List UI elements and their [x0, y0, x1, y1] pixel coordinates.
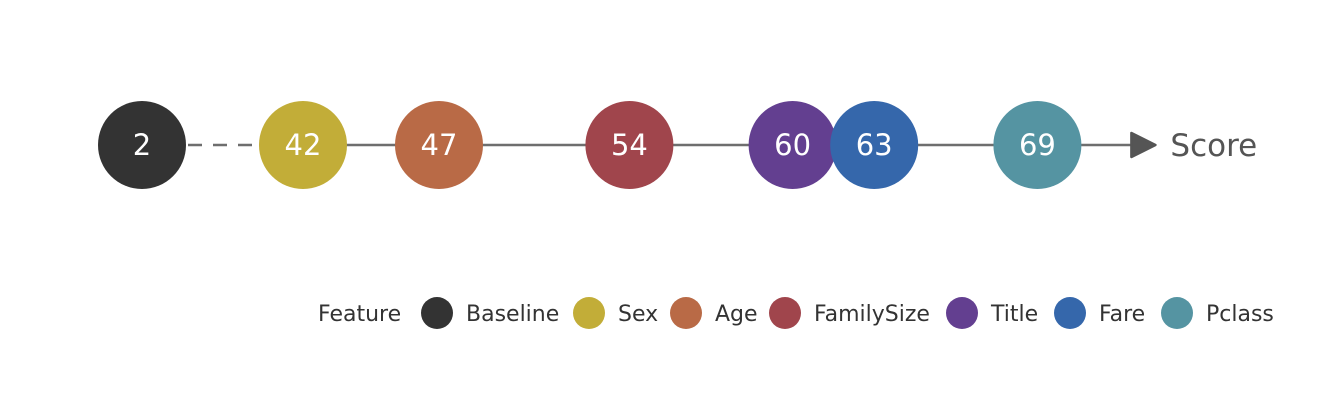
legend-title: Feature	[318, 302, 401, 327]
legend-label-title: Title	[990, 302, 1038, 327]
axis-arrow-icon	[1130, 131, 1157, 159]
axis-label: Score	[1170, 128, 1257, 164]
legend-swatch-sex	[573, 297, 605, 329]
score-node-fare	[830, 101, 919, 189]
legend-label-fare: Fare	[1099, 302, 1145, 327]
legend-swatch-familysize	[769, 297, 801, 329]
legend-label-pclass: Pclass	[1206, 302, 1274, 327]
score-node-label-title: 60	[774, 128, 811, 162]
legend: Feature Baseline Sex Age FamilySize Title Far…	[318, 297, 1274, 329]
score-nodes: 2 42 47 54 60 63 69	[98, 101, 1082, 189]
legend-label-familysize: FamilySize	[814, 302, 930, 327]
score-node-label-fare: 63	[856, 128, 893, 162]
score-node-baseline	[98, 101, 186, 189]
legend-swatch-title	[946, 297, 978, 329]
score-node-pclass	[993, 101, 1082, 189]
score-node-label-baseline: 2	[133, 128, 151, 162]
legend-swatch-baseline	[421, 297, 453, 329]
score-node-label-familysize: 54	[611, 128, 648, 162]
score-node-age	[395, 101, 483, 189]
score-node-label-pclass: 69	[1019, 128, 1056, 162]
score-node-title	[748, 101, 837, 189]
legend-swatch-pclass	[1161, 297, 1193, 329]
legend-label-age: Age	[715, 302, 758, 327]
score-node-label-age: 47	[421, 128, 458, 162]
legend-swatch-fare	[1054, 297, 1086, 329]
score-node-familysize	[585, 101, 674, 189]
legend-label-sex: Sex	[618, 302, 658, 327]
legend-label-baseline: Baseline	[466, 302, 559, 327]
score-node-sex	[259, 101, 347, 189]
legend-swatch-age	[670, 297, 702, 329]
score-node-label-sex: 42	[285, 128, 322, 162]
